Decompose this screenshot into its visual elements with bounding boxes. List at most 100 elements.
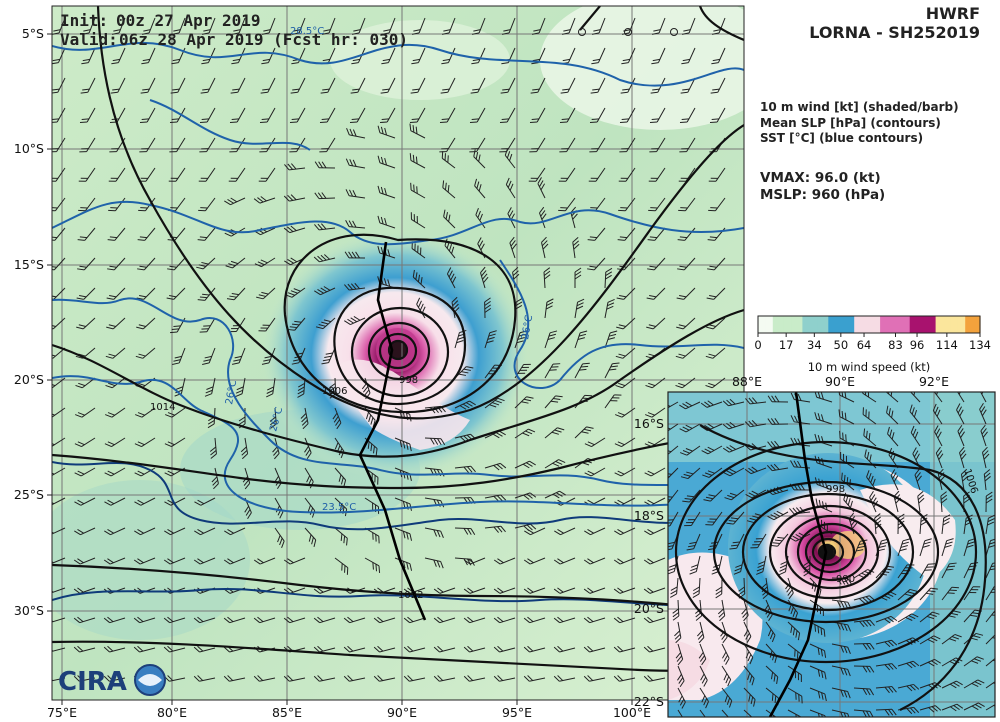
colorbar-frame bbox=[757, 315, 981, 334]
wind-barb bbox=[470, 77, 486, 94]
wind-barb bbox=[201, 17, 216, 35]
wind-barb bbox=[676, 287, 696, 300]
wind-barb bbox=[493, 616, 516, 624]
wind-barb bbox=[141, 47, 156, 65]
wind-barb bbox=[172, 347, 186, 365]
inset-wind-barb bbox=[985, 585, 995, 601]
wind-barb bbox=[544, 395, 563, 409]
sst-contours-deep bbox=[52, 461, 744, 608]
colorbar-title: 10 m wind speed (kt) bbox=[808, 360, 931, 374]
sst-label-28-5: 28.5°C bbox=[290, 26, 324, 37]
colorbar-tick-label: 64 bbox=[857, 338, 872, 352]
inset-wind-barb bbox=[890, 469, 899, 491]
wind-barb bbox=[373, 616, 396, 624]
wind-barb bbox=[373, 675, 396, 682]
inset-wind-barb bbox=[897, 683, 920, 692]
valid-label: Valid: bbox=[60, 30, 118, 49]
wind-barb bbox=[706, 317, 726, 330]
inset-wind-barb bbox=[919, 538, 932, 557]
inset-wind-barb bbox=[875, 615, 898, 624]
wind-barb bbox=[79, 107, 96, 124]
wind-barb bbox=[484, 462, 507, 471]
wind-barb bbox=[604, 394, 622, 409]
inset-wind-barb bbox=[722, 445, 745, 453]
inset-wind-barb bbox=[848, 512, 858, 535]
inset-wind-barb bbox=[919, 563, 936, 579]
colorbar-tick-label: 83 bbox=[888, 338, 903, 352]
wind-barb bbox=[133, 645, 156, 653]
wind-barb bbox=[78, 197, 96, 212]
wind-barb bbox=[76, 287, 96, 300]
colorbar-segment bbox=[954, 316, 959, 333]
wind-barb bbox=[424, 437, 446, 446]
wind-barb bbox=[52, 257, 66, 271]
inset-map: 998 990 1006 88°E 90°E 92°E16°S18°S20°S22°… bbox=[634, 374, 996, 718]
wind-barb bbox=[584, 527, 606, 536]
wind-barb bbox=[261, 47, 276, 65]
colorbar-tick-label: 50 bbox=[834, 338, 849, 352]
wind-barb bbox=[645, 377, 666, 389]
inset-frame bbox=[667, 391, 996, 718]
colorbar-segment bbox=[939, 316, 944, 333]
wind-barb bbox=[706, 287, 726, 300]
wind-barb bbox=[344, 282, 366, 291]
wind-barb bbox=[394, 437, 412, 452]
legend-line-slp: Mean SLP [hPa] (contours) bbox=[760, 116, 941, 130]
wind-barb bbox=[501, 17, 516, 35]
wind-barb bbox=[484, 525, 506, 533]
wind-barb bbox=[73, 645, 96, 653]
wind-barb bbox=[394, 527, 413, 541]
colorbar-segment bbox=[924, 316, 929, 333]
inset-wind-barb bbox=[981, 446, 990, 469]
wind-barb bbox=[544, 330, 558, 349]
inset-wind-barb bbox=[743, 665, 755, 686]
wind-barb bbox=[583, 675, 606, 682]
wind-barb bbox=[52, 377, 66, 389]
wind-barb bbox=[644, 467, 666, 477]
inset-wind-barb bbox=[699, 687, 709, 709]
wind-barb bbox=[644, 527, 666, 536]
wind-barb bbox=[708, 167, 726, 182]
wind-barb bbox=[253, 675, 276, 682]
slp-label-998: 998 bbox=[399, 375, 418, 386]
legend-line-wind: 10 m wind [kt] (shaded/barb) bbox=[760, 100, 959, 114]
wind-barb bbox=[197, 287, 216, 301]
inset-wind-barb bbox=[983, 469, 991, 491]
inset-wind-barb bbox=[701, 445, 723, 455]
inset-wind-barb bbox=[941, 562, 957, 579]
wind-barb bbox=[139, 107, 156, 124]
sst-label-23-5: 23.5°C bbox=[322, 502, 356, 513]
inset-wind-barb bbox=[956, 403, 965, 425]
wind-barb bbox=[332, 407, 342, 430]
colorbar-segment bbox=[891, 316, 896, 333]
wind-barb bbox=[110, 77, 126, 94]
inset-wind-barb bbox=[941, 633, 962, 645]
wind-barb bbox=[74, 467, 96, 477]
wind-barb bbox=[258, 167, 276, 182]
wind-barb bbox=[103, 675, 126, 682]
inset-wind-barb bbox=[862, 392, 877, 403]
inset-wind-barb bbox=[853, 619, 875, 628]
inset-wind-barb bbox=[670, 577, 679, 598]
wind-barb bbox=[618, 197, 636, 212]
wind-barb bbox=[559, 137, 576, 153]
colorbar-segment bbox=[950, 316, 955, 333]
inset-wind-barb bbox=[910, 425, 921, 447]
inset-wind-barb bbox=[721, 709, 734, 717]
wind-barb bbox=[531, 17, 546, 35]
inset-wind-barb bbox=[853, 687, 875, 696]
inset-wind-barbs bbox=[668, 392, 995, 717]
inset-wind-barb bbox=[919, 587, 938, 601]
wind-barb bbox=[589, 107, 606, 124]
wind-barb bbox=[193, 557, 216, 565]
colorbar-segment bbox=[968, 316, 974, 333]
wind-barb bbox=[529, 137, 546, 153]
wind-barb bbox=[344, 315, 366, 326]
inset-wind-barb bbox=[875, 708, 897, 716]
wind-barb bbox=[266, 377, 276, 398]
inset-wind-barb bbox=[675, 643, 684, 666]
wind-barb bbox=[507, 207, 516, 229]
main-map: 75°E 80°E 85°E 90°E 95°E 100°E 5°S 10°S 15°S 20°S… bbox=[14, 5, 745, 720]
inset-wind-barb bbox=[841, 472, 855, 491]
wind-barb bbox=[230, 77, 246, 94]
